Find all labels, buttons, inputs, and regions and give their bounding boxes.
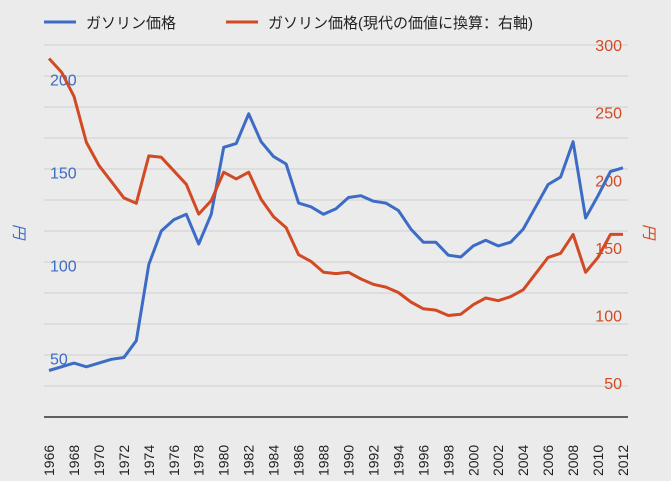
x-tick-label: 1990 [340,445,356,476]
x-tick-label: 1984 [266,445,282,476]
y-left-tick-label: 200 [50,73,77,90]
x-tick-label: 1992 [365,445,381,476]
x-tick-label: 1974 [141,445,157,476]
y-left-tick-label: 100 [50,259,77,276]
y-left-tick-label: 50 [50,352,68,369]
y-left-tick-label: 150 [50,166,77,183]
gridlines [44,44,628,387]
legend-label-gasoline-price: ガソリン価格 [86,15,176,32]
series-line-gasoline-price [48,112,624,372]
x-tick-label: 1976 [166,445,182,476]
y-left-tick-labels: 200 150 100 50 [50,73,77,369]
x-tick-label: 1968 [66,445,82,476]
y-left-axis-title: 円 [10,224,27,241]
x-tick-label: 1988 [316,445,332,476]
y-right-tick-label: 150 [595,241,622,258]
x-tick-label: 2000 [465,445,481,476]
x-tick-label: 1982 [241,445,257,476]
x-tick-label: 1980 [216,445,232,476]
legend-label-gasoline-price-real: ガソリン価格(現代の価値に換算：右軸) [268,14,533,32]
x-tick-label: 1998 [440,445,456,476]
y-right-axis-title: 円 [640,224,657,241]
x-tick-label: 1972 [116,445,132,476]
x-tick-label: 1996 [415,445,431,476]
x-tick-label: 2002 [490,445,506,476]
y-right-tick-label: 100 [595,309,622,326]
x-tick-label: 2010 [590,445,606,476]
y-right-tick-label: 50 [604,376,622,393]
x-tick-label: 1994 [390,445,406,476]
x-tick-label: 1986 [291,445,307,476]
x-tick-label: 1978 [191,445,207,476]
x-tick-label: 1966 [41,445,57,476]
legend: ガソリン価格 ガソリン価格(現代の価値に換算：右軸) [44,14,533,32]
x-tick-label: 1970 [91,445,107,476]
x-tick-label: 2008 [565,445,581,476]
series-line-gasoline-price-real [47,57,623,317]
x-tick-label: 2012 [615,445,631,476]
x-tick-label: 2004 [515,445,531,476]
x-tick-labels: 1966 1968 1970 1972 1974 1976 1978 1980 1982 1984… [41,445,631,476]
y-right-tick-label: 300 [595,38,622,55]
x-tick-label: 2006 [540,445,556,476]
y-right-tick-label: 250 [595,106,622,123]
